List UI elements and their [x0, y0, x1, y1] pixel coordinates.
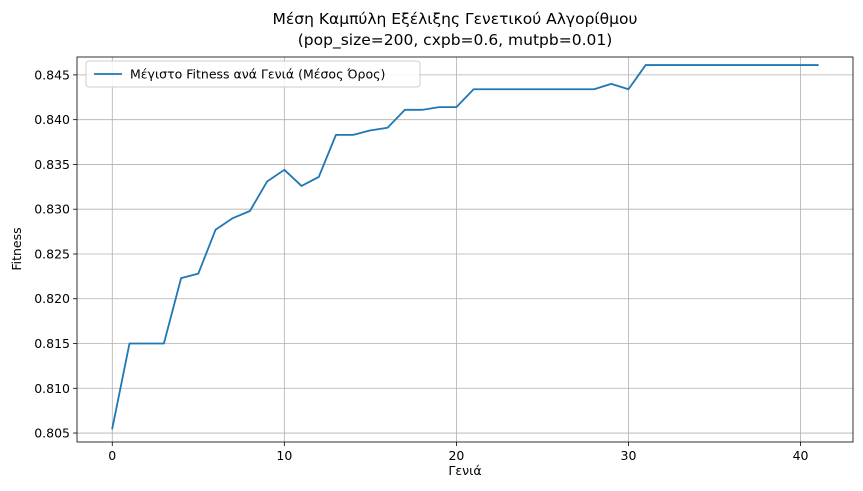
- grid: [77, 57, 853, 442]
- y-axis-ticks: 0.805 0.810 0.815 0.820 0.825 0.830 0.835 0.840…: [34, 67, 77, 441]
- y-tick-label: 0.845: [34, 67, 70, 82]
- x-tick-label: 30: [621, 448, 637, 463]
- chart-title-line1: Μέση Καμπύλη Εξέλιξης Γενετικού Αλγορίθμ…: [273, 10, 638, 28]
- chart-title-line2: (pop_size=200, cxpb=0.6, mutpb=0.01): [298, 31, 613, 50]
- y-tick-label: 0.820: [34, 291, 70, 306]
- x-axis-label: Γενιά: [448, 463, 481, 478]
- y-tick-label: 0.840: [34, 112, 70, 127]
- y-tick-label: 0.835: [34, 157, 70, 172]
- y-tick-label: 0.810: [34, 381, 70, 396]
- y-tick-label: 0.830: [34, 202, 70, 217]
- legend-label: Μέγιστο Fitness ανά Γενιά (Μέσος Όρος): [130, 67, 385, 82]
- legend-box: [85, 60, 421, 88]
- y-tick-label: 0.815: [34, 336, 70, 351]
- x-tick-label: 10: [276, 448, 292, 463]
- legend: Μέγιστο Fitness ανά Γενιά (Μέσος Όρος): [85, 60, 421, 88]
- x-tick-label: 0: [108, 448, 116, 463]
- y-axis-label: Fitness: [9, 227, 24, 270]
- series-layer: [111, 64, 819, 430]
- x-tick-label: 20: [448, 448, 464, 463]
- x-axis-ticks: 0 10 20 30 40: [108, 442, 809, 463]
- series-line: [111, 64, 819, 430]
- y-tick-label: 0.805: [34, 426, 70, 441]
- y-tick-label: 0.825: [34, 246, 70, 261]
- plot-frame: [76, 56, 854, 443]
- x-tick-label: 40: [793, 448, 809, 463]
